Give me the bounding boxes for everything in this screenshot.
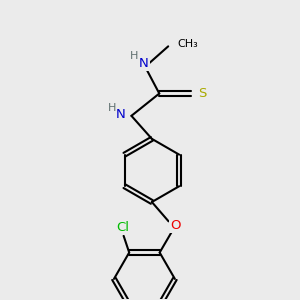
Text: O: O xyxy=(170,219,181,232)
Text: CH₃: CH₃ xyxy=(178,40,198,50)
Text: N: N xyxy=(116,108,126,121)
Text: H: H xyxy=(130,51,138,62)
Text: N: N xyxy=(139,57,149,70)
Text: S: S xyxy=(198,87,206,100)
Text: H: H xyxy=(108,103,116,112)
Text: Cl: Cl xyxy=(116,221,129,234)
